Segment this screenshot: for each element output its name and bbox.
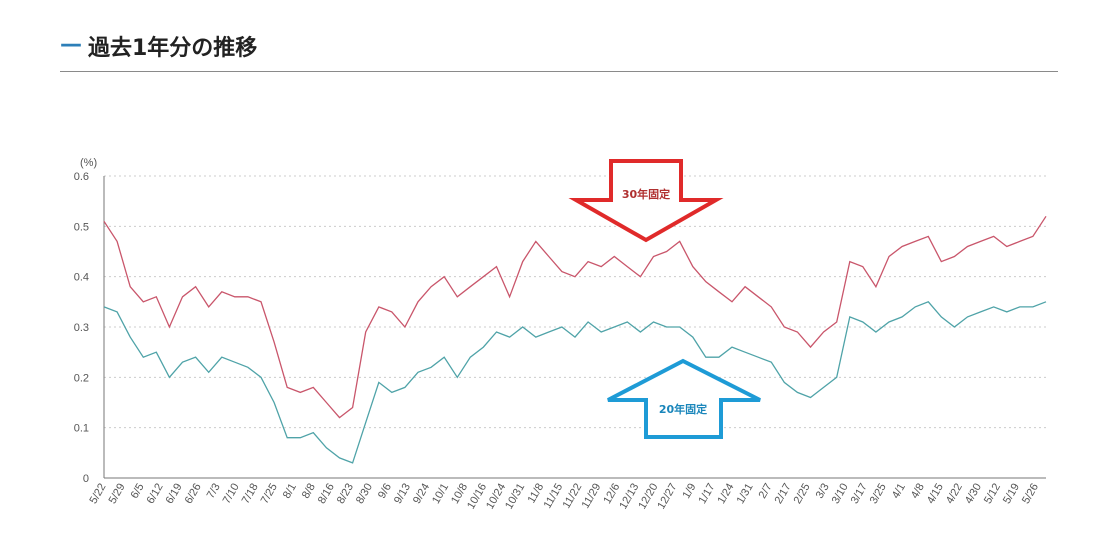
x-tick-label: 9/6	[376, 482, 394, 501]
x-tick-label: 4/8	[909, 482, 927, 501]
x-tick-label: 4/15	[925, 482, 946, 507]
section-header: — 過去1年分の推移	[60, 28, 1058, 72]
callout-label-20yr: 20年固定	[659, 402, 707, 416]
x-tick-label: 5/12	[982, 482, 1003, 507]
callout-label-30yr: 30年固定	[622, 187, 670, 201]
x-tick-label: 3/17	[849, 482, 870, 507]
x-tick-label: 4/1	[890, 482, 908, 501]
y-tick-label: 0.3	[74, 322, 89, 334]
x-tick-label: 2/17	[773, 482, 794, 507]
x-tick-label: 3/3	[814, 482, 832, 501]
x-tick-label: 4/22	[944, 482, 965, 507]
x-tick-label: 9/24	[411, 482, 432, 507]
y-tick-label: 0.6	[74, 171, 89, 183]
x-tick-label: 2/25	[792, 482, 813, 507]
down-arrow-callout	[568, 159, 724, 243]
x-tick-label: 1/17	[696, 482, 717, 507]
x-tick-label: 10/31	[503, 482, 527, 512]
x-tick-label: 1/9	[680, 482, 698, 501]
x-tick-label: 2/7	[757, 482, 775, 501]
series-30yr-line	[103, 215, 1047, 419]
x-tick-label: 6/12	[145, 482, 166, 507]
x-tick-label: 6/19	[164, 482, 185, 507]
x-tick-label: 10/1	[430, 482, 451, 507]
section-title: 過去1年分の推移	[88, 36, 258, 61]
y-tick-label: 0.4	[74, 272, 89, 284]
series-20yr-line	[103, 301, 1047, 464]
header-dash: —	[60, 32, 82, 57]
x-tick-label: 8/8	[300, 482, 318, 501]
y-tick-label: 0.2	[74, 372, 89, 384]
x-tick-label: 5/26	[1020, 482, 1041, 507]
x-tick-label: 8/23	[335, 482, 356, 507]
x-tick-label: 11/29	[580, 482, 604, 511]
x-tick-label: 9/13	[392, 482, 413, 507]
x-tick-label: 7/3	[205, 482, 223, 501]
x-tick-label: 6/5	[129, 482, 147, 501]
x-tick-label: 5/22	[87, 482, 108, 507]
y-axis-unit: (%)	[80, 157, 97, 169]
x-tick-label: 3/25	[868, 482, 889, 507]
x-tick-label: 3/10	[830, 482, 851, 507]
x-tick-label: 1/24	[715, 482, 736, 507]
up-arrow-callout	[607, 358, 761, 439]
x-tick-label: 12/27	[655, 482, 679, 512]
x-tick-label: 7/10	[221, 482, 242, 507]
x-tick-label: 1/31	[735, 482, 756, 507]
x-tick-label: 4/30	[963, 482, 984, 507]
x-tick-label: 8/30	[354, 482, 375, 507]
x-tick-label: 5/19	[1001, 482, 1022, 507]
y-tick-label: 0.1	[74, 423, 89, 435]
x-tick-label: 8/16	[316, 482, 337, 507]
x-tick-label: 6/26	[183, 482, 204, 507]
x-tick-label: 7/25	[259, 482, 280, 507]
y-tick-label: 0.5	[74, 221, 89, 233]
x-tick-label: 5/29	[107, 482, 128, 507]
y-tick-label: 0	[83, 473, 89, 485]
x-tick-label: 7/18	[240, 482, 261, 507]
x-tick-label: 8/1	[281, 482, 299, 501]
